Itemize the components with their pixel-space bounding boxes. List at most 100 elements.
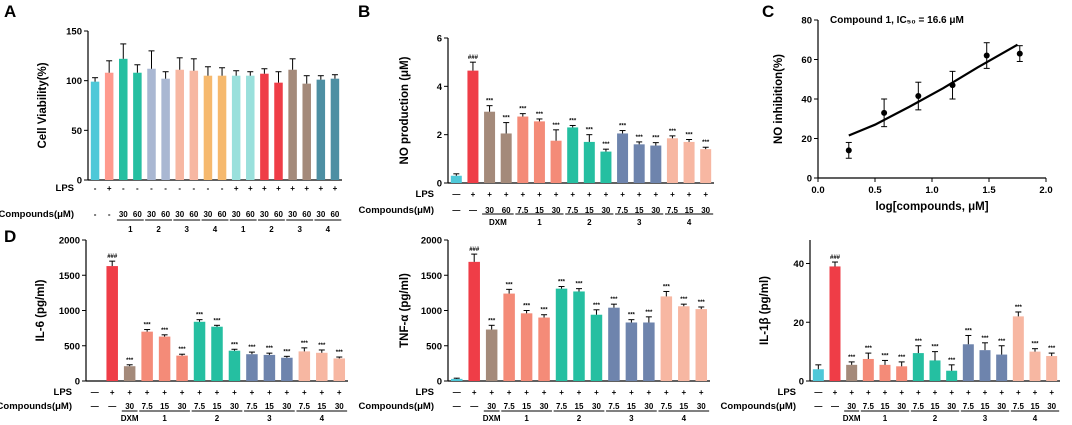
group-label: 2 <box>577 414 582 423</box>
significance-label: *** <box>569 118 577 124</box>
concentration-cell: 15 <box>522 402 531 411</box>
y-tick-label: 0 <box>437 377 442 388</box>
significance-label: *** <box>669 129 677 135</box>
concentration-cell: 30 <box>540 402 549 411</box>
significance-label: *** <box>541 308 549 314</box>
bar <box>189 70 199 180</box>
lps-cell: + <box>1049 388 1054 397</box>
lps-cell: + <box>197 388 202 397</box>
significance-label: *** <box>998 339 1006 345</box>
lps-row-label: LPS <box>416 387 434 398</box>
group-label: 2 <box>269 225 274 234</box>
significance-label: *** <box>602 142 610 148</box>
y-tick-label: 2000 <box>421 236 442 247</box>
lps-cell: + <box>507 388 512 397</box>
lps-cell: + <box>232 388 237 397</box>
concentration-cell: 60 <box>189 210 198 219</box>
bar <box>600 151 612 183</box>
bar <box>846 364 858 381</box>
concentration-cell: 7.5 <box>661 402 673 411</box>
significance-label: *** <box>865 346 873 352</box>
bar <box>161 78 170 180</box>
concentration-cell: 30 <box>260 210 269 219</box>
group-label: 2 <box>215 414 220 423</box>
bar <box>500 133 512 183</box>
bar <box>450 175 462 183</box>
compounds-row-label: Compounds(μM) <box>359 205 434 216</box>
y-tick-label: 0 <box>807 174 812 185</box>
y-axis-label: NO inhibition(%) <box>773 54 785 144</box>
lps-cell: + <box>1016 388 1021 397</box>
panel-label-b: B <box>358 2 370 21</box>
group-label: 4 <box>213 225 218 234</box>
significance-label: *** <box>519 107 527 113</box>
y-tick-label: 20 <box>801 134 812 145</box>
bar <box>555 288 568 381</box>
bar <box>211 326 223 381</box>
concentration-cell: 30 <box>601 206 610 215</box>
bar <box>450 378 463 381</box>
concentration-cell: 7.5 <box>863 402 875 411</box>
bar <box>158 336 171 381</box>
lps-cell: + <box>127 388 132 397</box>
concentration-cell: 30 <box>487 402 496 411</box>
concentration-cell: 30 <box>316 210 325 219</box>
bar <box>485 329 498 381</box>
significance-label: *** <box>553 123 561 129</box>
lps-cell: + <box>162 388 167 397</box>
panel-label-a: A <box>4 2 16 21</box>
bar <box>193 321 206 381</box>
bar <box>590 314 603 381</box>
group-label: DXM <box>483 414 501 423</box>
significance-label: *** <box>965 328 973 334</box>
group-label: 4 <box>326 225 331 234</box>
bar <box>812 369 824 381</box>
chart-d2: 0 500 1000 1500 2000 TNF-α (pg/ml) ### *** *** **… <box>359 236 710 423</box>
significance-label: *** <box>283 349 291 355</box>
data-point <box>845 147 852 154</box>
lps-cell: + <box>489 388 494 397</box>
significance-label: *** <box>898 355 906 361</box>
panel-label-d: D <box>4 227 16 246</box>
concentration-cell: 60 <box>302 210 311 219</box>
y-tick-label: 1500 <box>59 271 80 282</box>
lps-cell: + <box>107 184 112 193</box>
bar <box>533 121 545 183</box>
ic50-annotation: Compound 1, IC₅₀ = 16.6 μM <box>830 15 964 26</box>
lps-cell: + <box>647 388 652 397</box>
bar <box>633 144 645 183</box>
lps-cell: — <box>453 388 461 397</box>
group-label: 2 <box>933 414 938 423</box>
significance-label: *** <box>698 300 706 306</box>
concentration-cell: 7.5 <box>556 402 568 411</box>
concentration-cell: — <box>470 402 478 411</box>
lps-cell: + <box>304 184 309 193</box>
significance-label: *** <box>619 124 627 130</box>
significance-label: *** <box>488 318 496 324</box>
concentration-cell: 7.5 <box>142 402 154 411</box>
lps-cell: + <box>570 190 575 199</box>
significance-label: *** <box>1031 342 1039 348</box>
concentration-cell: - <box>108 210 111 219</box>
concentration-cell: 30 <box>847 402 856 411</box>
lps-cell: + <box>267 388 272 397</box>
concentration-cell: 15 <box>265 402 274 411</box>
group-label: 1 <box>883 414 888 423</box>
significance-label: *** <box>575 282 583 288</box>
concentration-cell: 60 <box>274 210 283 219</box>
significance-label: *** <box>486 99 494 105</box>
concentration-cell: 30 <box>697 402 706 411</box>
lps-cell: + <box>629 388 634 397</box>
bar <box>962 344 974 381</box>
significance-label: *** <box>336 350 344 356</box>
significance-label: *** <box>702 140 710 146</box>
group-label: 4 <box>1033 414 1038 423</box>
y-tick-label: 6 <box>437 34 442 45</box>
concentration-cell: — <box>831 402 839 411</box>
chart-a: 0 50 100 150 Cell Viability(%) LPS Compounds(μ… <box>0 27 342 234</box>
bar <box>573 291 585 381</box>
lps-cell: + <box>999 388 1004 397</box>
y-axis-label: NO production (μM) <box>399 56 411 164</box>
concentration-cell: 15 <box>575 402 584 411</box>
